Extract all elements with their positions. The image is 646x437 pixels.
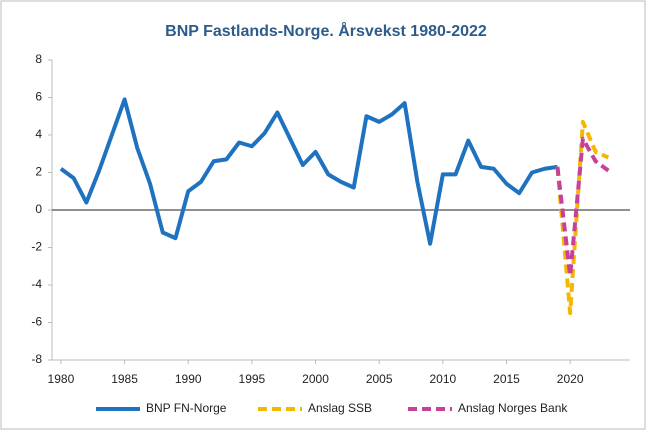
y-tick-label: -8 (31, 352, 42, 366)
series-line (555, 119, 610, 316)
legend-label: Anslag SSB (308, 401, 372, 415)
x-tick-label: 2020 (557, 372, 584, 386)
y-tick-label: 8 (35, 52, 42, 66)
y-tick-label: 4 (35, 127, 42, 141)
series-line (555, 136, 610, 278)
y-tick-label: 2 (35, 165, 42, 179)
legend-label: Anslag Norges Bank (458, 401, 568, 415)
y-tick-label: 6 (35, 90, 42, 104)
y-tick-label: -6 (31, 315, 42, 329)
y-tick-label: -4 (31, 277, 42, 291)
x-tick-label: 1995 (239, 372, 266, 386)
x-tick-label: 2005 (366, 372, 393, 386)
legend-label: BNP FN-Norge (146, 401, 227, 415)
y-tick-label: -2 (31, 240, 42, 254)
chart-title: BNP Fastlands-Norge. Årsvekst 1980-2022 (165, 21, 487, 40)
x-tick-label: 1990 (175, 372, 202, 386)
series-line (59, 97, 558, 246)
x-tick-label: 1980 (48, 372, 75, 386)
y-tick-label: 0 (35, 202, 42, 216)
x-tick-label: 1985 (111, 372, 138, 386)
x-tick-label: 2010 (429, 372, 456, 386)
x-tick-label: 2000 (302, 372, 329, 386)
x-tick-label: 2015 (493, 372, 520, 386)
